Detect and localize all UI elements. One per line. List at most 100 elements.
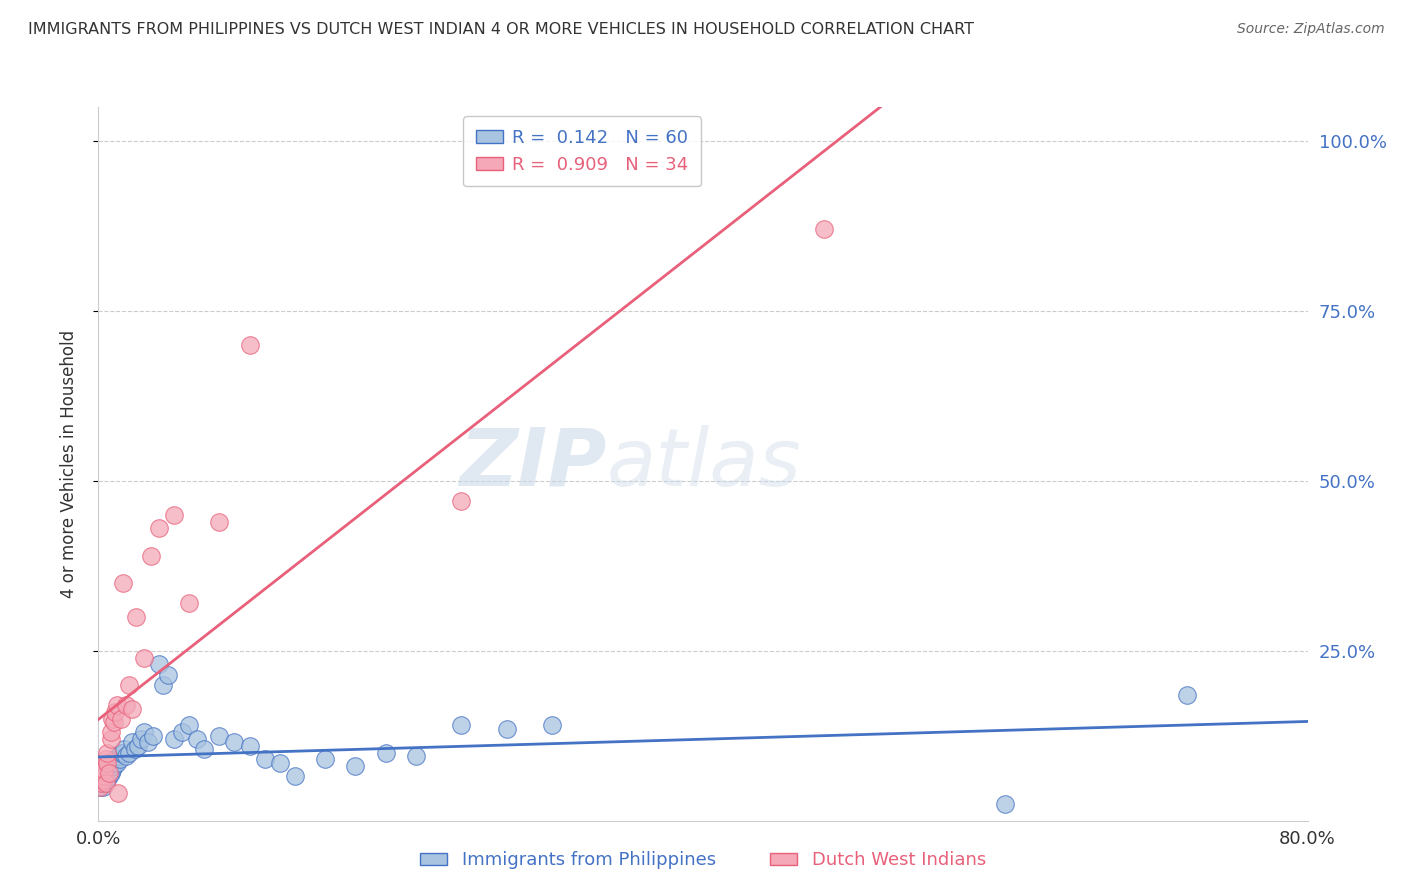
Point: [100, 766, 122, 780]
Point: [96, 746, 118, 760]
Text: IMMIGRANTS FROM PHILIPPINES VS DUTCH WEST INDIAN 4 OR MORE VEHICLES IN HOUSEHOLD: IMMIGRANTS FROM PHILIPPINES VS DUTCH WES…: [28, 22, 974, 37]
Point: [208, 515, 231, 529]
Point: [127, 739, 149, 753]
Point: [163, 508, 186, 522]
Point: [93, 769, 115, 783]
Point: [103, 756, 125, 770]
Point: [121, 735, 143, 749]
Point: [152, 678, 174, 692]
Point: [114, 698, 136, 712]
Y-axis label: 4 or more Vehicles in Household: 4 or more Vehicles in Household: [59, 330, 77, 598]
Point: [142, 729, 165, 743]
Point: [93, 763, 115, 777]
Text: Source: ZipAtlas.com: Source: ZipAtlas.com: [1237, 22, 1385, 37]
Point: [179, 596, 201, 610]
Point: [93, 769, 115, 783]
Point: [344, 759, 367, 773]
Point: [269, 756, 291, 770]
Point: [100, 725, 122, 739]
Point: [450, 494, 472, 508]
Point: [89, 780, 111, 794]
Point: [91, 780, 114, 794]
Point: [136, 735, 159, 749]
Legend: Immigrants from Philippines, Dutch West Indians: Immigrants from Philippines, Dutch West …: [411, 842, 995, 879]
Point: [107, 749, 129, 764]
Point: [314, 752, 336, 766]
Point: [96, 766, 118, 780]
Point: [994, 797, 1017, 811]
Point: [193, 742, 215, 756]
Point: [94, 776, 117, 790]
Point: [91, 769, 114, 783]
Point: [103, 715, 125, 730]
Point: [239, 338, 262, 352]
Point: [129, 732, 152, 747]
Point: [186, 732, 208, 747]
Point: [179, 718, 201, 732]
Text: atlas: atlas: [606, 425, 801, 503]
Point: [170, 725, 193, 739]
Point: [98, 766, 121, 780]
Point: [148, 521, 170, 535]
Point: [253, 752, 276, 766]
Point: [374, 746, 396, 760]
Point: [101, 763, 124, 777]
Point: [224, 735, 246, 749]
Point: [105, 756, 128, 770]
Point: [96, 772, 118, 787]
Point: [156, 667, 179, 681]
Point: [94, 766, 117, 780]
Point: [98, 763, 121, 777]
Point: [110, 712, 132, 726]
Point: [284, 769, 307, 783]
Point: [107, 787, 129, 801]
Point: [90, 766, 112, 780]
Point: [90, 772, 112, 787]
Point: [91, 759, 114, 773]
Point: [89, 780, 111, 794]
Point: [148, 657, 170, 672]
Point: [540, 718, 562, 732]
Legend: R =  0.142   N = 60, R =  0.909   N = 34: R = 0.142 N = 60, R = 0.909 N = 34: [463, 116, 702, 186]
Point: [112, 742, 135, 756]
Point: [163, 732, 186, 747]
Point: [94, 772, 117, 787]
Point: [132, 650, 155, 665]
Point: [239, 739, 262, 753]
Point: [105, 698, 128, 712]
Point: [100, 759, 122, 773]
Point: [111, 746, 134, 760]
Point: [495, 722, 517, 736]
Point: [90, 776, 112, 790]
Point: [96, 756, 118, 770]
Point: [94, 752, 117, 766]
Point: [98, 769, 121, 783]
Point: [118, 678, 141, 692]
Point: [91, 772, 114, 787]
Point: [114, 749, 136, 764]
Point: [141, 549, 163, 563]
Point: [93, 776, 115, 790]
Point: [111, 575, 134, 590]
Text: ZIP: ZIP: [458, 425, 606, 503]
Point: [94, 769, 117, 783]
Point: [91, 772, 114, 787]
Point: [125, 609, 148, 624]
Point: [108, 752, 131, 766]
Point: [118, 746, 141, 760]
Point: [132, 725, 155, 739]
Point: [405, 749, 427, 764]
Point: [121, 701, 143, 715]
Point: [101, 712, 124, 726]
Point: [100, 732, 122, 747]
Point: [450, 718, 472, 732]
Point: [103, 759, 125, 773]
Point: [104, 705, 127, 719]
Point: [124, 742, 146, 756]
Point: [1175, 688, 1198, 702]
Point: [110, 746, 132, 760]
Point: [208, 729, 231, 743]
Point: [104, 752, 127, 766]
Point: [813, 222, 835, 236]
Point: [90, 776, 112, 790]
